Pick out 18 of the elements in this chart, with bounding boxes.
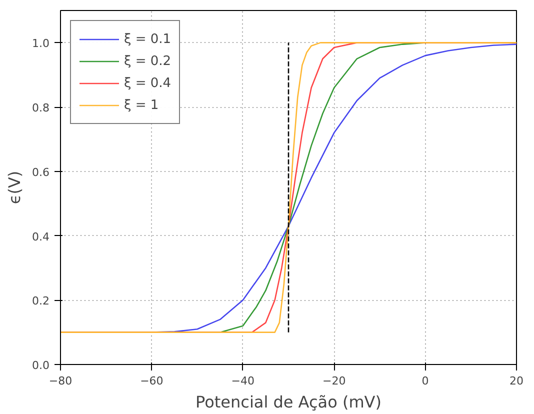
x-tick-label: −20 [322, 374, 346, 388]
y-tick-label: 0.6 [32, 166, 50, 179]
y-tick-label: 0.8 [32, 102, 50, 115]
x-axis-title: Potencial de Ação (mV) [196, 392, 382, 412]
x-tick-label: −60 [140, 374, 164, 388]
y-tick-label: 0.4 [32, 230, 50, 244]
legend-label: ξ = 0.1 [124, 32, 172, 46]
legend-label: ξ = 1 [124, 98, 159, 112]
y-tick-label: 0.2 [32, 294, 50, 308]
x-tick-label: 20 [510, 374, 524, 388]
legend-label: ξ = 0.4 [124, 76, 172, 90]
y-axis-title: ϵ(V) [5, 170, 24, 204]
y-tick-label: 0.0 [32, 359, 50, 372]
x-tick-label: −40 [231, 374, 255, 388]
x-tick-label: 0 [422, 374, 429, 388]
x-tick-label: −80 [48, 374, 72, 388]
y-tick-label: 1.0 [32, 37, 50, 50]
legend-label: ξ = 0.2 [124, 54, 172, 68]
